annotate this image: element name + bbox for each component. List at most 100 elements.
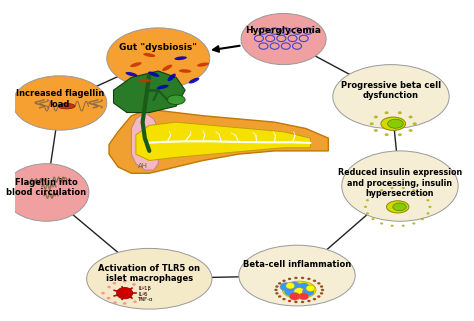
Ellipse shape xyxy=(143,53,155,57)
Ellipse shape xyxy=(138,79,151,82)
PathPatch shape xyxy=(113,71,185,113)
Ellipse shape xyxy=(167,95,185,105)
PathPatch shape xyxy=(136,122,310,160)
Circle shape xyxy=(412,189,415,191)
Circle shape xyxy=(107,297,110,299)
Circle shape xyxy=(278,282,282,285)
Circle shape xyxy=(380,189,383,191)
Text: Hyperglycemia: Hyperglycemia xyxy=(246,26,321,35)
Circle shape xyxy=(132,283,136,286)
Text: Reduced insulin expression
and processing, insulin
hypersecretion: Reduced insulin expression and processin… xyxy=(338,169,462,198)
Circle shape xyxy=(274,289,278,291)
Ellipse shape xyxy=(58,103,75,109)
Ellipse shape xyxy=(239,245,355,306)
Ellipse shape xyxy=(388,119,403,128)
Circle shape xyxy=(307,278,310,280)
Circle shape xyxy=(284,287,296,296)
Ellipse shape xyxy=(197,63,209,67)
Ellipse shape xyxy=(126,72,137,76)
Ellipse shape xyxy=(157,85,169,89)
Circle shape xyxy=(427,212,429,214)
Circle shape xyxy=(320,292,323,295)
Ellipse shape xyxy=(148,72,159,77)
Circle shape xyxy=(384,133,389,136)
Circle shape xyxy=(294,288,305,295)
Circle shape xyxy=(139,297,143,300)
Circle shape xyxy=(294,301,298,303)
Text: Gut "dysbiosis": Gut "dysbiosis" xyxy=(119,43,197,52)
Circle shape xyxy=(409,116,413,118)
Circle shape xyxy=(290,282,300,290)
Circle shape xyxy=(107,286,111,288)
Circle shape xyxy=(133,300,137,303)
Circle shape xyxy=(384,111,389,114)
Ellipse shape xyxy=(174,56,187,60)
Circle shape xyxy=(428,206,431,208)
Circle shape xyxy=(141,286,145,289)
Circle shape xyxy=(275,285,279,288)
Circle shape xyxy=(307,300,310,302)
Circle shape xyxy=(306,285,315,291)
Circle shape xyxy=(313,298,316,300)
Circle shape xyxy=(283,298,286,300)
Circle shape xyxy=(101,292,105,294)
Ellipse shape xyxy=(386,201,409,213)
Ellipse shape xyxy=(283,281,316,299)
PathPatch shape xyxy=(131,113,158,170)
Circle shape xyxy=(313,280,316,282)
Circle shape xyxy=(123,302,127,305)
PathPatch shape xyxy=(109,109,328,173)
Ellipse shape xyxy=(393,203,406,211)
Circle shape xyxy=(317,282,320,285)
Circle shape xyxy=(299,293,309,300)
Ellipse shape xyxy=(4,164,89,221)
Text: AH: AH xyxy=(137,163,147,169)
Circle shape xyxy=(286,282,295,289)
Text: Increased flagellin
load: Increased flagellin load xyxy=(16,89,104,109)
Text: Activation of TLR5 on
islet macrophages: Activation of TLR5 on islet macrophages xyxy=(98,264,201,283)
Ellipse shape xyxy=(107,28,210,89)
Text: IL-1β
IL-6
TNF-α: IL-1β IL-6 TNF-α xyxy=(138,286,154,302)
Ellipse shape xyxy=(189,78,200,83)
Circle shape xyxy=(288,278,292,280)
Circle shape xyxy=(372,218,374,220)
Circle shape xyxy=(143,292,146,294)
Circle shape xyxy=(301,301,304,303)
Ellipse shape xyxy=(381,117,406,130)
Circle shape xyxy=(391,225,394,227)
Ellipse shape xyxy=(13,76,107,130)
Circle shape xyxy=(275,292,279,295)
Circle shape xyxy=(321,289,324,291)
Text: Flagellin into
blood circulation: Flagellin into blood circulation xyxy=(6,178,86,197)
Circle shape xyxy=(280,282,292,291)
Circle shape xyxy=(402,225,405,227)
Text: Beta-cell inflammation: Beta-cell inflammation xyxy=(243,260,351,269)
Circle shape xyxy=(298,283,309,291)
Ellipse shape xyxy=(162,65,172,71)
Ellipse shape xyxy=(241,13,326,65)
Circle shape xyxy=(398,133,402,136)
Circle shape xyxy=(372,193,374,195)
Circle shape xyxy=(294,277,298,279)
Circle shape xyxy=(290,292,300,300)
Circle shape xyxy=(301,277,304,279)
Circle shape xyxy=(320,285,323,288)
Circle shape xyxy=(374,116,378,118)
Text: Progressive beta cell
dysfunction: Progressive beta cell dysfunction xyxy=(341,81,441,100)
Circle shape xyxy=(391,187,394,189)
Circle shape xyxy=(278,295,282,298)
Circle shape xyxy=(427,199,429,201)
Ellipse shape xyxy=(130,62,142,67)
Circle shape xyxy=(117,287,133,299)
Circle shape xyxy=(364,206,367,208)
Circle shape xyxy=(374,129,378,132)
Ellipse shape xyxy=(87,248,212,309)
Circle shape xyxy=(123,280,127,282)
Circle shape xyxy=(366,212,369,214)
Circle shape xyxy=(421,218,424,220)
Circle shape xyxy=(370,122,374,125)
Circle shape xyxy=(421,193,424,195)
Circle shape xyxy=(288,300,292,302)
Circle shape xyxy=(283,280,286,282)
Ellipse shape xyxy=(168,74,176,81)
